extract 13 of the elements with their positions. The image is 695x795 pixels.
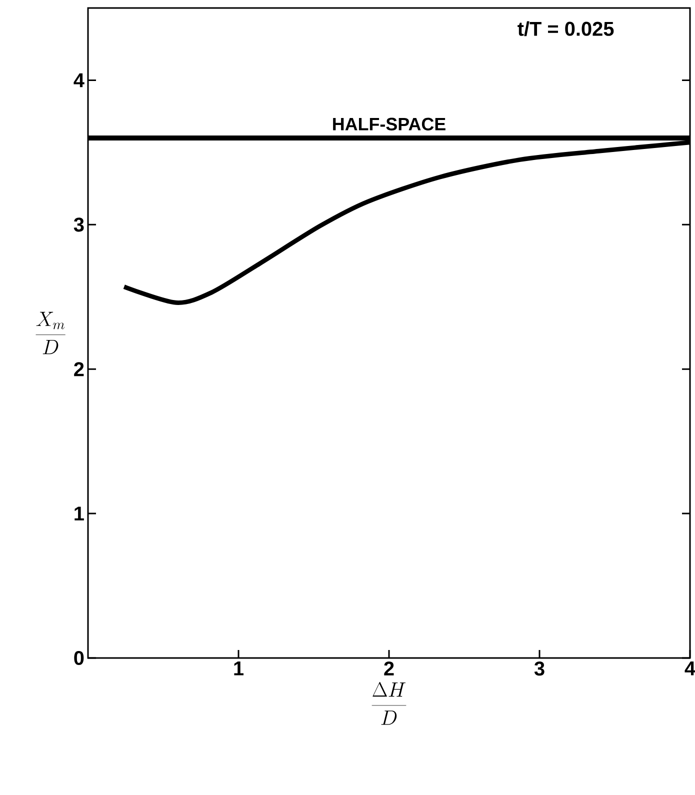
y-tick-label: 0: [74, 650, 84, 666]
y-tick-label: 3: [74, 218, 84, 232]
y-tick-label: 4: [74, 73, 84, 88]
x-tick-label: 4: [684, 662, 695, 676]
x-tick-label: 1: [234, 662, 244, 676]
x-tick-label: 3: [534, 662, 544, 676]
ref-line-label: HALF-SPACE: [333, 118, 446, 130]
y-tick-label: 2: [74, 362, 84, 376]
annotation: t/T = 0.025: [518, 21, 614, 36]
x-tick-label: 2: [384, 662, 394, 676]
x-axis-title: $\frac{\Delta H}{D}$: [372, 682, 406, 725]
y-axis-title: $\frac{X_m}{D}$: [36, 312, 66, 354]
y-tick-label: 1: [74, 506, 84, 520]
